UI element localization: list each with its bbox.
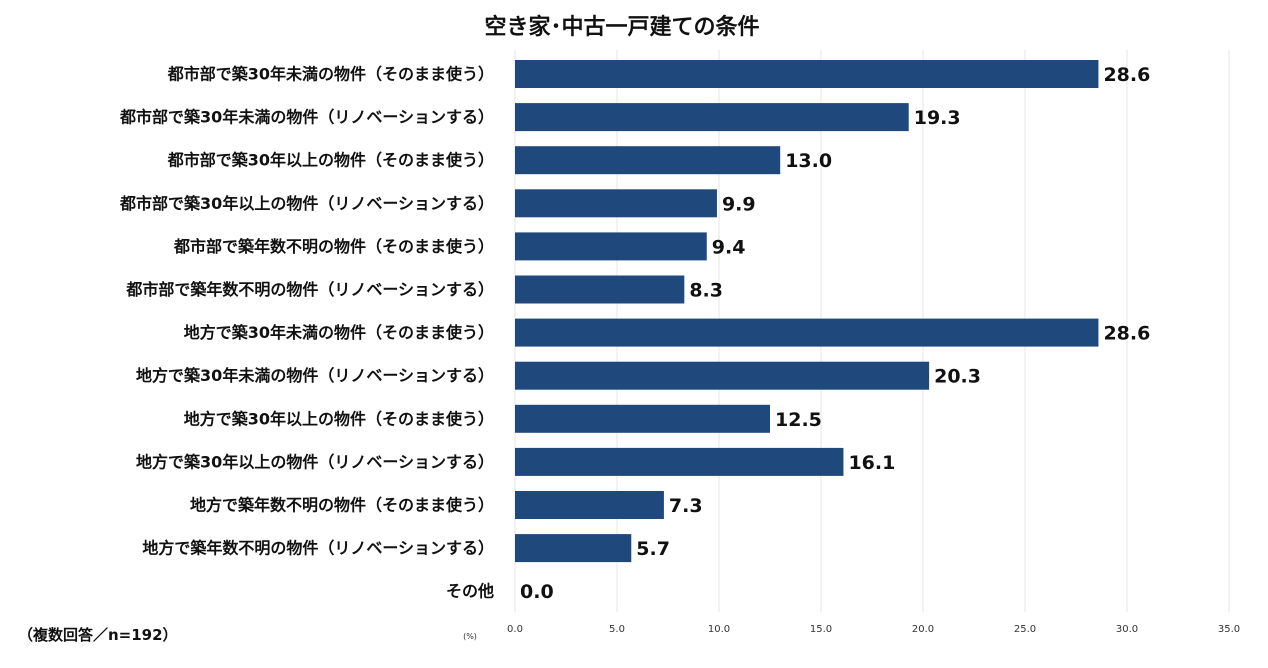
category-label: 都市部で築30年以上の物件（リノベーションする） xyxy=(119,194,494,213)
value-label: 8.3 xyxy=(689,280,723,302)
value-label: 9.4 xyxy=(712,236,746,258)
value-label: 5.7 xyxy=(636,538,670,560)
value-label: 20.3 xyxy=(934,366,981,388)
value-label: 28.6 xyxy=(1103,323,1150,345)
bar xyxy=(515,103,909,132)
category-label: 都市部で築年数不明の物件（リノベーションする） xyxy=(125,280,494,299)
bar xyxy=(515,447,844,476)
value-labels: 28.6 19.3 13.0 9.9 9.4 8.3 28.6 20.3 12.5 16.1 7.3… xyxy=(520,64,1150,603)
bar xyxy=(515,146,781,175)
value-label: 0.0 xyxy=(520,581,554,603)
category-label: 地方で築30年以上の物件（リノベーションする） xyxy=(136,452,494,471)
category-label: 地方で築30年未満の物件（そのまま使う） xyxy=(184,323,494,342)
bar xyxy=(515,275,685,304)
value-label: 28.6 xyxy=(1103,64,1150,86)
x-tick-label: 35.0 xyxy=(1218,624,1240,635)
category-label: 都市部で築30年以上の物件（そのまま使う） xyxy=(167,151,494,170)
x-axis-ticks: 0.0 5.0 10.0 15.0 20.0 25.0 30.0 35.0 xyxy=(507,624,1240,635)
category-label: 地方で築年数不明の物件（リノベーションする） xyxy=(142,539,494,558)
category-label: 都市部で築30年未満の物件（そのまま使う） xyxy=(167,65,494,84)
bar xyxy=(515,404,770,433)
x-axis-unit-label: (%) xyxy=(463,632,477,641)
value-label: 19.3 xyxy=(914,107,961,129)
category-label: 都市部で築30年未満の物件（リノベーションする） xyxy=(119,108,494,127)
x-tick-label: 0.0 xyxy=(507,624,523,635)
bar xyxy=(515,232,707,261)
bar xyxy=(515,189,717,218)
category-label: 地方で築30年未満の物件（リノベーションする） xyxy=(136,366,494,385)
category-label: 都市部で築年数不明の物件（そのまま使う） xyxy=(173,237,494,256)
bar xyxy=(515,60,1099,88)
x-tick-label: 20.0 xyxy=(912,624,934,635)
x-tick-label: 25.0 xyxy=(1014,624,1036,635)
x-tick-label: 30.0 xyxy=(1116,624,1138,635)
x-tick-label: 15.0 xyxy=(810,624,832,635)
category-label: 地方で築30年以上の物件（そのまま使う） xyxy=(184,409,494,428)
category-label: 地方で築年数不明の物件（そのまま使う） xyxy=(190,496,494,515)
chart-title: 空き家･中古一戸建ての条件 xyxy=(484,14,759,40)
value-label: 13.0 xyxy=(785,150,832,172)
bars xyxy=(515,60,1099,563)
category-label: その他 xyxy=(446,582,494,601)
x-tick-label: 5.0 xyxy=(609,624,625,635)
value-label: 12.5 xyxy=(775,409,822,431)
value-label: 16.1 xyxy=(848,452,895,474)
bar xyxy=(515,318,1099,347)
bar xyxy=(515,361,930,390)
value-label: 7.3 xyxy=(669,495,703,517)
category-labels: 都市部で築30年未満の物件（そのまま使う） 都市部で築30年未満の物件（リノベーシ… xyxy=(119,65,494,601)
sample-note: （複数回答／n=192） xyxy=(18,626,178,644)
value-label: 9.9 xyxy=(722,193,756,215)
x-tick-label: 10.0 xyxy=(708,624,730,635)
bar xyxy=(515,491,664,519)
bar xyxy=(515,534,632,563)
